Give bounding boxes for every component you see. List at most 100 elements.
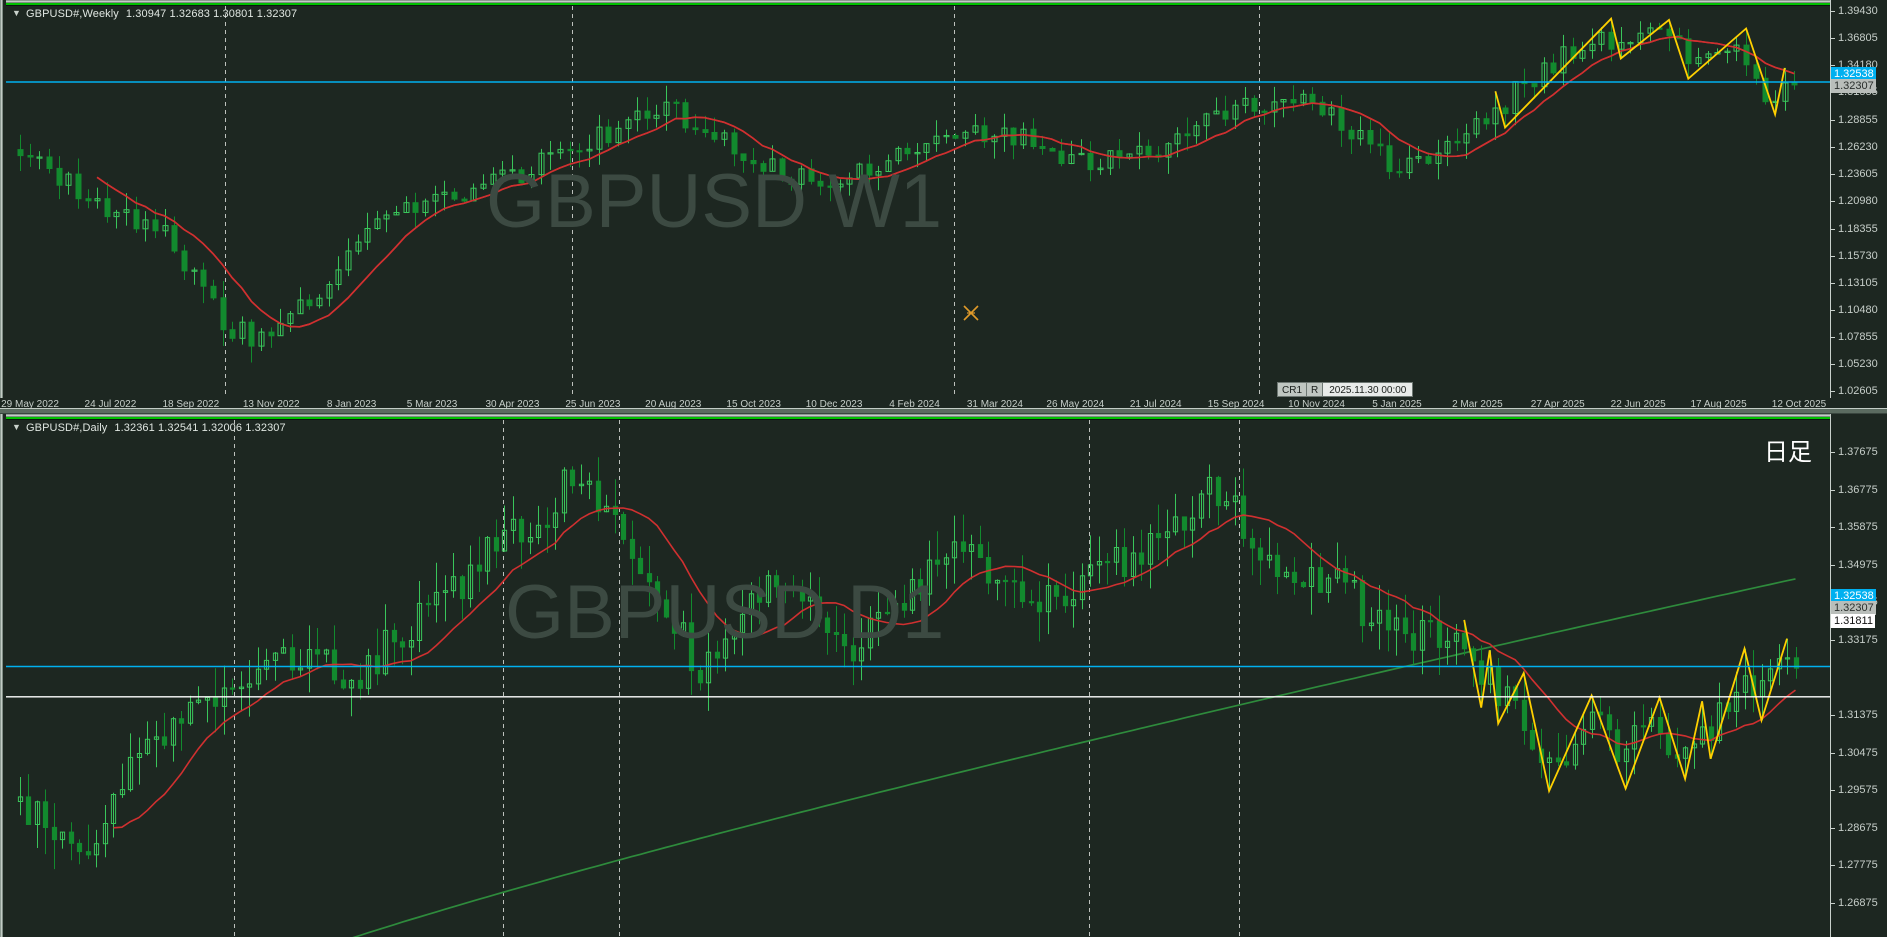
weekly-candlestick-svg — [6, 6, 1830, 398]
weekly-price-tick-label: 1.26230 — [1838, 141, 1878, 154]
weekly-date-tick-label: 25 Jun 2023 — [565, 399, 621, 410]
weekly-price-axis[interactable]: 1.394301.368051.341801.315551.288551.262… — [1830, 0, 1887, 414]
daily-price-tick — [1830, 527, 1835, 529]
weekly-price-tick — [1830, 37, 1835, 39]
weekly-chart-pane[interactable]: ▼ GBPUSD#,Weekly 1.30947 1.32683 1.30801 1… — [0, 0, 1887, 414]
weekly-price-tick-label: 1.10480 — [1838, 303, 1878, 316]
weekly-price-tick — [1830, 228, 1835, 230]
weekly-bid-price-tag: 1.32538 — [1831, 67, 1876, 81]
weekly-price-tick-label: 1.18355 — [1838, 222, 1878, 235]
daily-price-tick — [1830, 452, 1835, 454]
weekly-price-tick-label: 1.05230 — [1838, 358, 1878, 371]
daily-price-tick-label: 1.30475 — [1838, 746, 1878, 759]
weekly-date-tick-label: 20 Aug 2023 — [645, 399, 702, 410]
daily-price-tick — [1830, 564, 1835, 566]
daily-price-tick — [1830, 865, 1835, 867]
weekly-watermark: GBPUSD W1 — [486, 159, 943, 244]
weekly-date-tick-label: 26 May 2024 — [1046, 399, 1105, 410]
weekly-date-tick-label: 30 Apr 2023 — [485, 399, 540, 410]
weekly-price-tick — [1830, 174, 1835, 176]
weekly-date-tick-label: 8 Jan 2023 — [326, 399, 377, 410]
weekly-price-tick — [1830, 120, 1835, 122]
daily-price-tick-label: 1.36775 — [1838, 483, 1878, 496]
daily-price-tick-label: 1.33175 — [1838, 633, 1878, 646]
daily-symbol-label: GBPUSD#,Daily — [26, 422, 108, 434]
daily-price-tick — [1830, 902, 1835, 904]
weekly-price-tick — [1830, 282, 1835, 284]
weekly-date-tick-label: 13 Nov 2022 — [242, 399, 300, 410]
weekly-crosshair-infobox: CR1 R 2025.11.30 00:00 — [1277, 382, 1414, 397]
daily-annotation-label: 日足 — [1764, 438, 1812, 466]
weekly-price-tick-label: 1.13105 — [1838, 276, 1878, 289]
daily-candlestick-svg — [6, 420, 1830, 937]
weekly-date-tick-label: 24 Jul 2022 — [84, 399, 137, 410]
weekly-price-tick — [1830, 255, 1835, 257]
daily-ohlc-values: 1.32361 1.32541 1.32006 1.32307 — [114, 422, 286, 434]
daily-bid-price-tag: 1.32538 — [1831, 589, 1876, 603]
weekly-date-tick-label: 10 Dec 2023 — [805, 399, 863, 410]
daily-ask-price-tag: 1.32307 — [1831, 601, 1876, 615]
weekly-price-tick — [1830, 201, 1835, 203]
weekly-price-tick — [1830, 65, 1835, 67]
weekly-header-caret-icon[interactable]: ▼ — [12, 8, 22, 18]
weekly-pane-left-border — [0, 0, 6, 414]
weekly-date-tick-label: 2 Mar 2025 — [1452, 399, 1503, 410]
weekly-price-tick — [1830, 364, 1835, 366]
weekly-date-tick-label: 10 Nov 2024 — [1288, 399, 1345, 410]
weekly-ohlc-values: 1.30947 1.32683 1.30801 1.32307 — [125, 8, 298, 20]
weekly-plot-area[interactable] — [6, 6, 1830, 398]
weekly-price-tick — [1830, 391, 1835, 393]
daily-header-caret-icon[interactable]: ▼ — [12, 422, 22, 432]
weekly-price-axis-line — [1830, 0, 1831, 414]
daily-price-axis[interactable]: 1.376751.367751.358751.349751.340751.331… — [1830, 414, 1887, 937]
daily-pane-top-border — [0, 414, 1887, 420]
weekly-date-tick-label: 18 Sep 2022 — [162, 399, 220, 410]
weekly-date-tick-label: 17 Aug 2025 — [1690, 399, 1747, 410]
daily-price-axis-line — [1830, 414, 1831, 937]
weekly-price-tick-label: 1.07855 — [1838, 331, 1878, 343]
daily-pane-left-border — [0, 414, 6, 937]
daily-price-tick — [1830, 752, 1835, 754]
weekly-price-tick-label: 1.39430 — [1838, 4, 1878, 17]
daily-hline-price-tag: 1.31811 — [1831, 614, 1875, 628]
daily-price-tick — [1830, 790, 1835, 792]
weekly-price-tick — [1830, 10, 1835, 12]
weekly-symbol-label: GBPUSD#,Weekly — [26, 8, 119, 20]
weekly-price-tick — [1830, 147, 1835, 149]
daily-price-tick — [1830, 827, 1835, 829]
daily-price-tick-label: 1.26875 — [1838, 896, 1878, 909]
daily-price-tick-label: 1.34975 — [1838, 558, 1878, 571]
weekly-price-tick — [1830, 309, 1835, 311]
weekly-date-tick-label: 12 Oct 2025 — [1771, 399, 1827, 410]
weekly-price-tick-label: 1.15730 — [1838, 249, 1878, 262]
weekly-date-tick-label: 5 Mar 2023 — [406, 399, 458, 410]
weekly-price-tick-label: 1.20980 — [1838, 195, 1878, 208]
weekly-date-tick-label: 29 May 2022 — [1, 399, 59, 410]
crosshair-mode-label: R — [1306, 382, 1323, 397]
weekly-crosshair-marker-icon — [963, 305, 979, 321]
daily-chart-header: ▼ GBPUSD#,Daily 1.32361 1.32541 1.32006 1.… — [12, 422, 286, 434]
daily-price-tick — [1830, 639, 1835, 641]
daily-chart-pane[interactable]: ▼ GBPUSD#,Daily 1.32361 1.32541 1.32006 1.… — [0, 414, 1887, 937]
weekly-pane-top-border — [0, 0, 1887, 6]
pane-divider[interactable] — [0, 408, 1887, 414]
weekly-price-tick-label: 1.36805 — [1838, 31, 1878, 44]
weekly-date-tick-label: 4 Feb 2024 — [889, 399, 940, 410]
weekly-price-tick-label: 1.02605 — [1838, 385, 1878, 398]
weekly-date-tick-label: 31 Mar 2024 — [966, 399, 1023, 410]
weekly-date-tick-label: 22 Jun 2025 — [1610, 399, 1666, 410]
weekly-ask-price-tag: 1.32307 — [1831, 79, 1876, 93]
weekly-date-tick-label: 5 Jan 2025 — [1372, 399, 1422, 410]
weekly-price-tick — [1830, 337, 1835, 338]
daily-watermark: GBPUSD D1 — [505, 570, 945, 655]
weekly-date-tick-label: 27 Apr 2025 — [1530, 399, 1585, 410]
daily-price-tick — [1830, 489, 1835, 491]
daily-price-tick-label: 1.28675 — [1838, 821, 1878, 834]
daily-price-tick-label: 1.31375 — [1838, 708, 1878, 721]
weekly-chart-header: ▼ GBPUSD#,Weekly 1.30947 1.32683 1.30801 1… — [12, 8, 297, 20]
daily-price-tick-label: 1.37675 — [1838, 446, 1878, 459]
weekly-date-tick-label: 15 Oct 2023 — [726, 399, 781, 410]
daily-price-tick-label: 1.29575 — [1838, 784, 1878, 797]
daily-plot-area[interactable] — [6, 420, 1830, 937]
